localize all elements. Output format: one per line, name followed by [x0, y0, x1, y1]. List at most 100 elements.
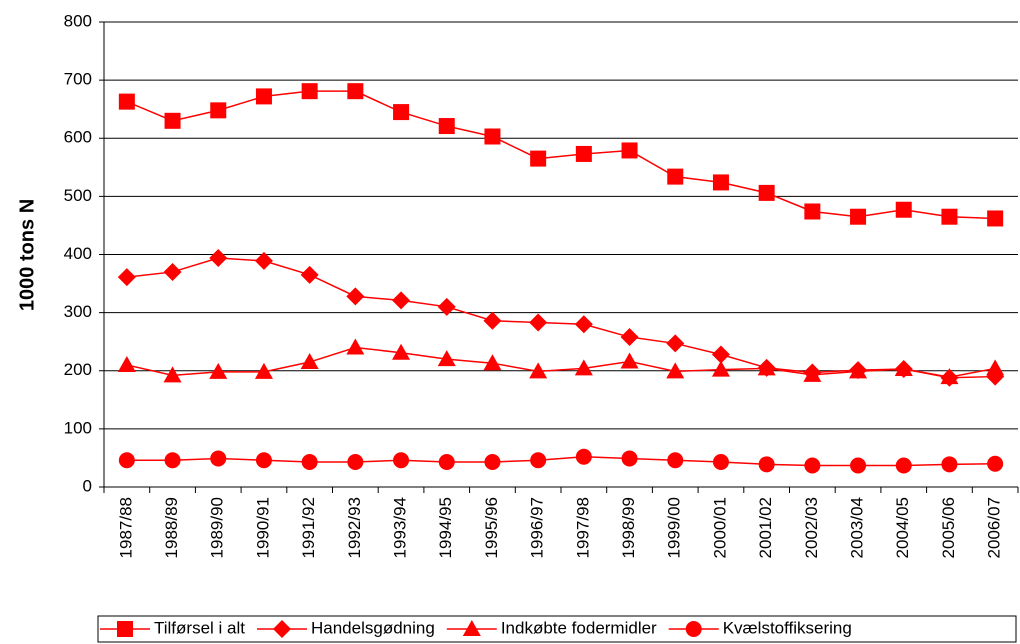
- legend-label: Handelsgødning: [311, 618, 435, 637]
- marker: [530, 150, 547, 167]
- x-tick-label: 1992/93: [345, 497, 364, 558]
- marker: [301, 83, 318, 100]
- marker: [711, 345, 730, 364]
- marker: [483, 311, 502, 330]
- marker: [346, 287, 365, 306]
- marker: [529, 313, 548, 332]
- y-tick-label: 800: [64, 11, 92, 30]
- x-tick-label: 1989/90: [208, 497, 227, 558]
- marker: [621, 450, 638, 467]
- marker: [667, 452, 684, 469]
- marker: [484, 128, 501, 145]
- marker: [758, 456, 775, 473]
- marker: [685, 621, 702, 637]
- marker: [575, 145, 592, 162]
- y-tick-label: 100: [64, 418, 92, 437]
- marker: [255, 88, 272, 105]
- marker: [987, 455, 1004, 472]
- x-tick-label: 1997/98: [573, 497, 592, 558]
- y-tick-label: 400: [64, 244, 92, 263]
- x-tick-label: 1987/88: [116, 497, 135, 558]
- x-tick-label: 2000/01: [710, 497, 729, 558]
- legend-label: Indkøbte fodermidler: [501, 618, 657, 637]
- legend-label: Tilførsel i alt: [154, 618, 245, 637]
- marker: [438, 118, 455, 135]
- marker: [347, 83, 364, 100]
- marker: [804, 203, 821, 220]
- marker: [850, 208, 867, 225]
- marker: [437, 297, 456, 316]
- y-tick-label: 0: [83, 476, 92, 495]
- marker: [117, 621, 133, 637]
- marker: [757, 359, 776, 376]
- marker: [895, 457, 912, 474]
- y-tick-label: 700: [64, 70, 92, 89]
- marker: [529, 362, 548, 379]
- marker: [301, 454, 318, 471]
- x-tick-label: 1996/97: [528, 497, 547, 558]
- legend: Tilførsel i alt Handelsgødning Indkøbte fo…: [97, 615, 1017, 643]
- marker: [118, 452, 135, 469]
- marker: [392, 343, 411, 360]
- marker: [849, 362, 868, 379]
- marker: [803, 365, 822, 382]
- marker: [483, 354, 502, 371]
- marker: [894, 360, 913, 377]
- x-tick-label: 1991/92: [299, 497, 318, 558]
- marker: [986, 359, 1005, 376]
- marker: [209, 362, 228, 379]
- marker: [254, 251, 273, 270]
- marker: [393, 104, 410, 121]
- marker: [210, 102, 227, 119]
- x-tick-label: 1988/89: [162, 497, 181, 558]
- legend-label: Kvælstoffiksering: [723, 618, 852, 637]
- marker: [438, 454, 455, 471]
- x-tick-label: 2001/02: [756, 497, 775, 558]
- marker: [255, 452, 272, 469]
- marker: [574, 359, 593, 376]
- x-tick-label: 2005/06: [939, 497, 958, 558]
- x-tick-label: 1994/95: [436, 497, 455, 558]
- marker: [712, 454, 729, 471]
- x-tick-label: 2003/04: [848, 497, 867, 558]
- marker: [254, 362, 273, 379]
- y-axis-label: 1000 tons N: [16, 199, 38, 311]
- x-tick-label: 2006/07: [985, 497, 1004, 558]
- marker: [163, 262, 182, 281]
- x-tick-label: 1995/96: [482, 497, 501, 558]
- marker: [940, 368, 959, 385]
- marker: [462, 620, 481, 636]
- marker: [117, 268, 136, 287]
- x-tick-label: 1999/00: [665, 497, 684, 558]
- y-tick-label: 600: [64, 128, 92, 147]
- marker: [209, 248, 228, 267]
- marker: [530, 452, 547, 469]
- marker: [711, 360, 730, 377]
- marker: [484, 454, 501, 471]
- y-tick-label: 500: [64, 186, 92, 205]
- series-line: [126, 90, 996, 220]
- marker: [621, 142, 638, 159]
- series-line: [126, 257, 996, 379]
- marker: [850, 457, 867, 474]
- marker: [210, 450, 227, 467]
- marker: [118, 93, 135, 110]
- x-tick-label: 1993/94: [391, 497, 410, 558]
- x-tick-label: 2004/05: [893, 497, 912, 558]
- marker: [117, 355, 136, 372]
- marker: [712, 174, 729, 191]
- marker: [393, 452, 410, 469]
- marker: [895, 201, 912, 218]
- marker: [758, 184, 775, 201]
- marker: [347, 454, 364, 471]
- marker: [666, 334, 685, 353]
- marker: [941, 208, 958, 225]
- marker: [346, 338, 365, 355]
- marker: [392, 291, 411, 310]
- series-line: [126, 346, 996, 378]
- x-tick-label: 1998/99: [619, 497, 638, 558]
- marker: [941, 456, 958, 473]
- x-tick-label: 1990/91: [253, 497, 272, 558]
- marker: [620, 352, 639, 369]
